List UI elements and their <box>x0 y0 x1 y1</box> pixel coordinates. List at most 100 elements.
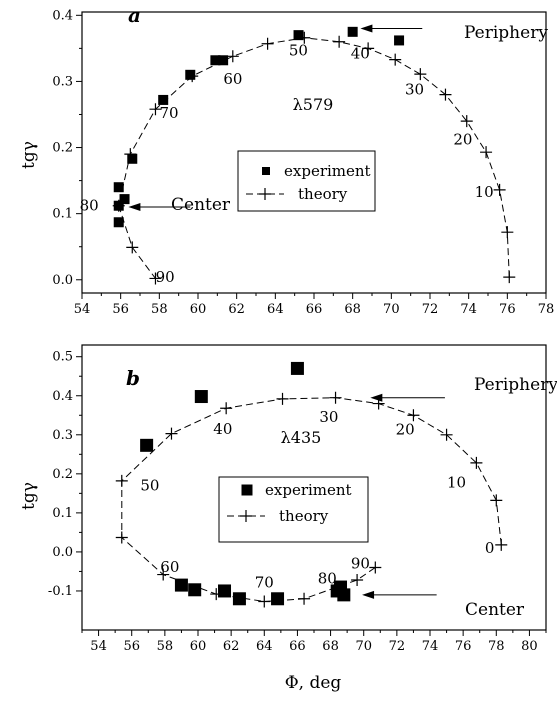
panel-b-experiment-point <box>140 438 154 452</box>
panel-b-angle-label: 90 <box>351 555 370 573</box>
panel-b-experiment-point <box>188 583 202 597</box>
panel-b-theory-point <box>440 428 453 441</box>
panel-a-legend-experiment-label: experiment <box>284 162 371 180</box>
panel-a-x-tick-label: 58 <box>151 302 168 317</box>
panel-a-y-tick-label: 0.2 <box>52 141 73 156</box>
panel-a-experiment-point <box>185 69 196 80</box>
panel-a-theory-point <box>503 271 516 284</box>
x-axis-title: Φ, deg <box>285 673 342 693</box>
panel-b-theory-point <box>490 494 503 507</box>
panel-b-legend-experiment-label: experiment <box>265 481 352 499</box>
panel-a-x-tick-label: 64 <box>267 302 284 317</box>
panel-b-angle-label: 50 <box>140 477 159 495</box>
panel-b-angle-label: 70 <box>255 573 274 591</box>
panel-b-chart: 54 56 58 60 62 64 66 68 70 72 74 76 78 80 -0.1 0.0 0.1 0.… <box>19 344 557 654</box>
panel-a-x-tick-label: 54 <box>74 302 91 317</box>
panel-a-angle-label: 10 <box>475 183 494 201</box>
panel-a-theory-point <box>480 146 493 159</box>
panel-a-theory-point <box>439 88 452 101</box>
panel-a-legend-experiment-marker <box>262 167 270 175</box>
panel-b-theory-point <box>407 409 420 422</box>
panel-a-angle-label: 80 <box>80 197 99 215</box>
panel-b-y-tick-label: 0.4 <box>52 389 73 404</box>
panel-a-y-tick-label: 0.0 <box>52 273 73 288</box>
panel-b-x-tick-label: 66 <box>289 639 306 654</box>
panel-b-x-tick-label: 72 <box>389 639 406 654</box>
panel-b-x-tick-label: 58 <box>157 639 174 654</box>
panel-b-experiment-point <box>290 361 304 375</box>
panel-a-theory-point <box>126 241 139 254</box>
panel-a-angle-label: 50 <box>289 41 308 59</box>
panel-b-y-tick-label: 0.2 <box>52 467 73 482</box>
panel-a-angle-label: 40 <box>351 45 370 63</box>
panel-a-angle-label: 70 <box>160 104 179 122</box>
panel-b-theory-point <box>258 595 271 608</box>
panel-a-x-tick-label: 78 <box>538 302 555 317</box>
panel-a-experiment-point <box>210 55 221 66</box>
panel-a-theory-point <box>414 68 427 81</box>
panel-b-theory-point <box>351 574 364 587</box>
panel-a-annotation-periphery: Periphery <box>464 23 548 43</box>
panel-b-x-tick-label: 54 <box>90 639 107 654</box>
panel-b-y-axis-title: tgγ <box>19 482 39 510</box>
panel-b-x-tick-label: 64 <box>256 639 273 654</box>
panel-a-experiment-point <box>119 194 130 205</box>
panel-a-angle-label: 20 <box>453 131 472 149</box>
panel-a-annotation-arrow-head <box>360 24 373 33</box>
panel-b-experiment-point <box>218 584 232 598</box>
panel-a-theory-point <box>362 42 375 55</box>
panel-b-angle-label: 30 <box>319 408 338 426</box>
panel-b-legend-experiment-marker <box>241 484 253 496</box>
panel-b-annotation-periphery: Periphery <box>474 375 557 395</box>
panel-a-legend-theory-marker <box>259 188 271 200</box>
panel-a-annotation-arrow-head <box>128 203 141 212</box>
panel-b-y-tick-label: -0.1 <box>48 584 73 599</box>
panel-b-y-tick-label: 0.0 <box>52 545 73 560</box>
panel-b-experiment-point <box>271 592 285 606</box>
panel-a-x-tick-label: 62 <box>228 302 245 317</box>
panel-a-experiment-point <box>113 217 124 228</box>
panel-b-annotation-center: Center <box>465 600 525 620</box>
panel-b-panel-letter: b <box>126 366 140 390</box>
panel-b-x-tick-label: 62 <box>223 639 240 654</box>
panel-b-theory-point <box>298 592 311 605</box>
panel-a-theory-point <box>389 53 402 66</box>
panel-b-theory-point <box>495 538 508 551</box>
panel-b-theory-point <box>115 474 128 487</box>
panel-b-annotation-arrow-head <box>362 590 375 599</box>
panel-a-theory-point <box>460 115 473 128</box>
panel-a-theory-point <box>501 226 514 239</box>
panel-b-theory-point <box>470 456 483 469</box>
panel-a-panel-letter: a <box>128 3 141 27</box>
panel-b-angle-label: 60 <box>160 558 179 576</box>
panel-b-wavelength-label: λ435 <box>281 428 322 447</box>
panel-b-y-tick-label: 0.3 <box>52 428 73 443</box>
panel-a-x-tick-label: 68 <box>344 302 361 317</box>
panel-a-x-tick-label: 74 <box>460 302 477 317</box>
panel-a-x-tick-label: 56 <box>112 302 129 317</box>
panel-a-theory-point <box>333 35 346 48</box>
panel-a-theory-point <box>149 272 162 285</box>
panel-a-y-tick-label: 0.1 <box>52 207 73 222</box>
panel-a-x-tick-label: 72 <box>422 302 439 317</box>
panel-a-experiment-point <box>127 153 138 164</box>
panel-b-x-tick-label: 70 <box>355 639 372 654</box>
panel-a-x-tick-label: 66 <box>306 302 323 317</box>
panel-a-theory-point <box>261 37 274 50</box>
panel-a-experiment-point <box>158 94 169 105</box>
panel-a-experiment-point <box>218 55 229 66</box>
panel-a-experiment-point <box>113 200 124 211</box>
panel-a-theory-point <box>493 183 506 196</box>
panel-a-wavelength-label: λ579 <box>293 95 334 114</box>
panel-a-annotation-center: Center <box>171 195 231 215</box>
panel-b-theory-point <box>329 391 342 404</box>
panel-b-theory-point <box>157 568 170 581</box>
panel-b-theory-point <box>369 561 382 574</box>
panel-a-experiment-point <box>113 182 124 193</box>
panel-a-experiment-point <box>293 30 304 41</box>
panel-b-angle-label: 0 <box>485 539 495 557</box>
panel-b-experiment-point <box>232 592 246 606</box>
panel-a-experiment-point <box>347 26 358 37</box>
panel-b-x-tick-label: 76 <box>455 639 472 654</box>
